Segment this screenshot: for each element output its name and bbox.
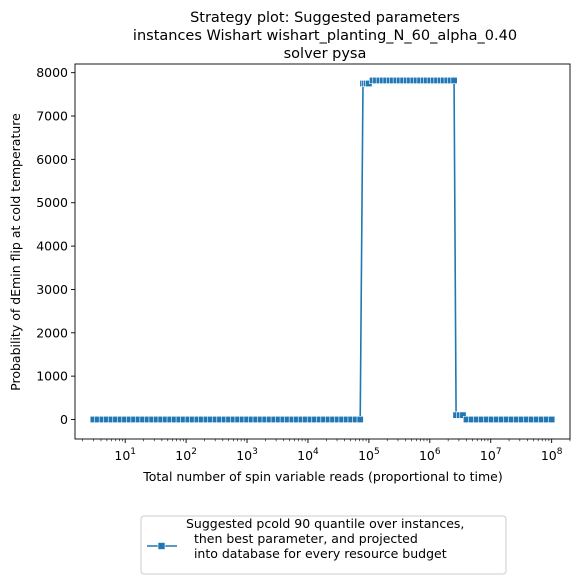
series-layer	[89, 76, 556, 423]
legend: Suggested pcold 90 quantile over instanc…	[140, 515, 507, 575]
y-tick-label-6: 6000	[36, 152, 68, 167]
x-tick-label-5: 106	[419, 447, 441, 463]
x-tick-label-0: 101	[114, 447, 136, 463]
data-point-109	[548, 415, 556, 423]
x-tick-label-3: 104	[297, 447, 319, 463]
series-line-0	[93, 79, 552, 421]
y-tick-label-2: 2000	[36, 325, 68, 340]
data-point-91	[459, 411, 467, 419]
x-axis: 101 102 103 104 105 106 107 108	[82, 439, 571, 463]
y-tick-label-0: 0	[60, 412, 68, 427]
x-tick-label-1: 102	[175, 447, 197, 463]
title-line-1: Strategy plot: Suggested parameters	[190, 10, 460, 26]
data-point-59	[356, 415, 364, 423]
y-tick-label-5: 5000	[36, 195, 68, 210]
data-point-88	[450, 76, 458, 84]
x-tick-label-2: 103	[236, 447, 258, 463]
chart-title: Strategy plot: Suggested parameters inst…	[133, 10, 517, 62]
legend-frame	[140, 515, 507, 575]
y-tick-label-7: 7000	[36, 109, 68, 124]
legend-marker-sample	[157, 542, 166, 550]
y-tick-label-1: 1000	[36, 369, 68, 384]
y-tick-label-3: 3000	[36, 282, 68, 297]
plot-area	[74, 63, 571, 440]
x-tick-label-6: 107	[480, 447, 502, 463]
y-tick-label-4: 4000	[36, 239, 68, 254]
legend-entry-label: Suggested pcold 90 quantile over instanc…	[186, 516, 464, 561]
y-axis-label: Probability of dEmin flip at cold temper…	[8, 113, 23, 391]
title-line-3: solver pysa	[284, 46, 367, 62]
x-tick-label-4: 105	[358, 447, 380, 463]
x-axis-label: Total number of spin variable reads (pro…	[142, 469, 503, 484]
x-tick-label-7: 108	[541, 447, 563, 463]
y-tick-label-8: 8000	[36, 65, 68, 80]
y-axis: 0 1000 2000 3000 4000 5000 6000 7000 8000	[36, 65, 75, 427]
title-line-2: instances Wishart wishart_planting_N_60_…	[133, 28, 517, 44]
